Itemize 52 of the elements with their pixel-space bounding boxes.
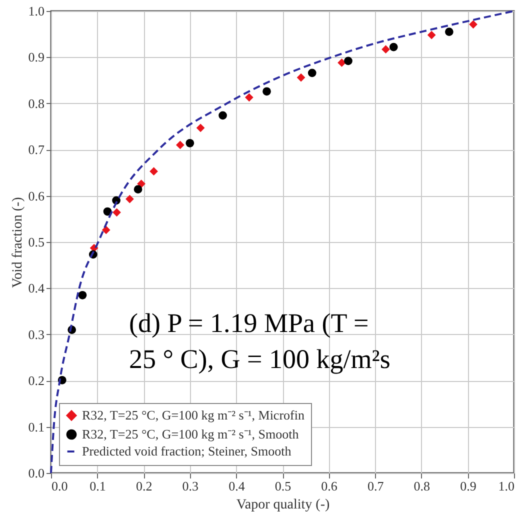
- x-tick-label: 0.6: [321, 478, 338, 494]
- x-tick-label: 0.8: [414, 478, 430, 494]
- point: [296, 73, 306, 82]
- legend-label: R32, T=25 °C, G=100 kg m⁻² s⁻¹, Smooth: [82, 426, 300, 442]
- x-tick-label: 0.7: [367, 478, 384, 494]
- point: [150, 167, 158, 176]
- y-tick-label: 0.5: [28, 234, 44, 250]
- point: [137, 180, 146, 188]
- point: [112, 208, 121, 217]
- y-tick-label: 0.2: [28, 373, 44, 388]
- x-tick-label: 0.2: [136, 478, 152, 494]
- point: [344, 56, 352, 66]
- point: [196, 124, 205, 132]
- point: [382, 45, 390, 54]
- point: [78, 290, 87, 300]
- point: [262, 87, 271, 96]
- y-tick-label: 0.7: [28, 142, 45, 158]
- x-tick-label: 1.0: [498, 478, 514, 494]
- x-tick-label: 0.4: [228, 478, 246, 494]
- x-tick-label: 0.3: [182, 478, 199, 494]
- x-axis-title: Vapor quality (-): [236, 498, 330, 512]
- x-tick-label: 0.5: [274, 478, 292, 494]
- point: [427, 30, 436, 40]
- y-tick-label: 0.6: [28, 188, 45, 204]
- point: [469, 20, 478, 29]
- point: [102, 226, 110, 234]
- legend-label: Predicted void fraction; Steiner, Smooth: [82, 444, 292, 458]
- point: [134, 185, 142, 194]
- x-tick-label: 0.9: [460, 478, 476, 494]
- point: [338, 58, 346, 67]
- y-tick-label: 0.4: [28, 280, 45, 296]
- y-tick-label: 1.0: [28, 4, 44, 18]
- point: [103, 207, 112, 216]
- point: [176, 140, 184, 150]
- point: [186, 138, 194, 148]
- y-axis-title: Void fraction (-): [10, 196, 26, 288]
- x-tick-label: 0.0: [52, 478, 68, 494]
- point: [126, 194, 134, 204]
- annotation: (d) P = 1.19 MPa (T = 25 ° C), G = 100 kg/m²s: [129, 308, 390, 374]
- y-tick-label: 0.0: [28, 466, 44, 480]
- legend-label: R32, T=25 °C, G=100 kg m⁻² s⁻¹, Microfin: [82, 408, 305, 422]
- y-tick-label: 0.8: [28, 96, 44, 111]
- y-tick-label: 0.1: [28, 419, 44, 434]
- line-series: [50, 10, 515, 474]
- x-tick-label: 0.1: [90, 478, 106, 494]
- y-tick-label: 0.3: [28, 326, 44, 342]
- point: [218, 111, 227, 120]
- point: [389, 42, 398, 52]
- point: [244, 93, 254, 102]
- point: [308, 68, 316, 78]
- y-tick-label: 0.9: [28, 50, 44, 65]
- point: [444, 28, 454, 36]
